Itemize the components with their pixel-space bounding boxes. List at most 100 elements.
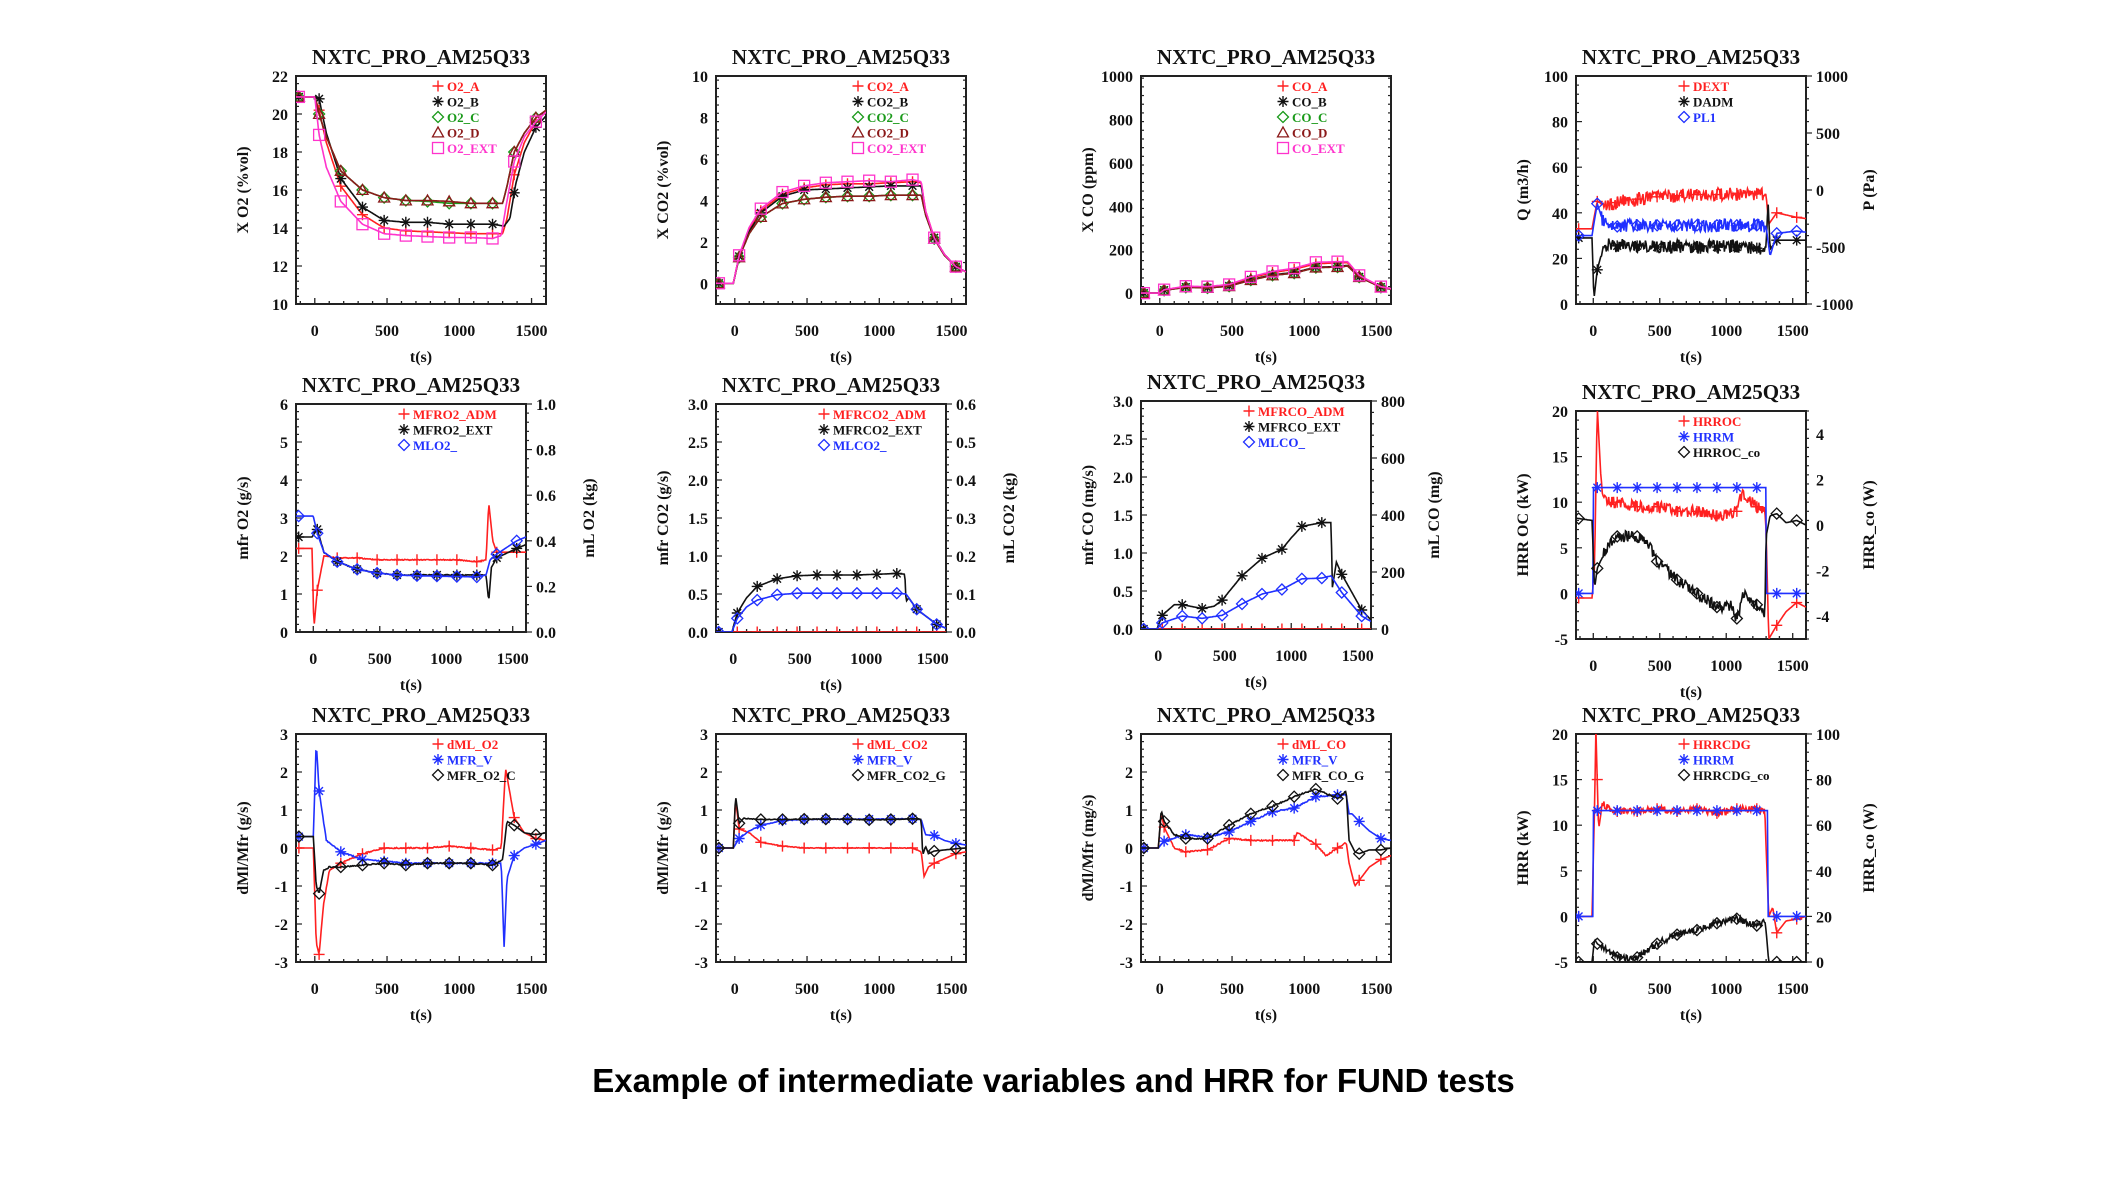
legend-item: MFRCO2_ADM bbox=[818, 407, 926, 422]
data-point-marker bbox=[470, 570, 484, 584]
legend-item: MLCO2_ bbox=[817, 438, 887, 453]
data-point-marker bbox=[510, 534, 524, 548]
plot-frame bbox=[1575, 733, 1807, 963]
legend-label: HRROC_co bbox=[1693, 445, 1760, 460]
y2-tick-label: 0 bbox=[1816, 955, 1824, 972]
y2-axis: -1000 -500 0 500 1000 P (Pa) bbox=[1806, 69, 1878, 314]
data-point-marker bbox=[334, 860, 348, 874]
legend-item: CO_B bbox=[1277, 95, 1327, 110]
data-point-marker bbox=[755, 836, 767, 848]
data-point-marker bbox=[1331, 260, 1344, 274]
y2-tick-label: 20 bbox=[1816, 909, 1832, 926]
y-tick-label: 20 bbox=[1552, 251, 1568, 268]
data-point-marker bbox=[811, 626, 823, 632]
data-point-marker bbox=[1353, 815, 1365, 827]
y-tick-label: 16 bbox=[272, 183, 288, 200]
data-point-marker bbox=[1201, 280, 1214, 293]
data-point-marker bbox=[733, 833, 745, 844]
y-axis-label: X CO2 (%vol) bbox=[655, 141, 672, 240]
y-tick-label: -1 bbox=[695, 879, 708, 896]
data-point-marker bbox=[399, 193, 413, 206]
data-point-marker bbox=[356, 858, 369, 872]
y-tick-label: 5 bbox=[1560, 541, 1568, 558]
y2-tick-label: 0 bbox=[1381, 622, 1389, 639]
legend-marker-icon bbox=[1277, 96, 1289, 107]
x-axis: 0 500 1000 1500 t(s) bbox=[719, 956, 968, 1024]
plot-frame bbox=[715, 403, 947, 633]
y2-tick-label: 0.8 bbox=[536, 443, 556, 460]
x-tick-label: 500 bbox=[375, 323, 399, 340]
data-point-marker bbox=[1731, 805, 1743, 817]
y2-tick-label: 40 bbox=[1816, 864, 1832, 881]
chart-title: NXTC_PRO_AM25Q33 bbox=[302, 373, 520, 397]
y-tick-label: 10 bbox=[1552, 495, 1568, 512]
data-point-marker bbox=[1266, 799, 1279, 813]
data-point-marker bbox=[1731, 482, 1743, 494]
x-tick-label: 1000 bbox=[1288, 323, 1320, 340]
plot-area bbox=[296, 90, 546, 245]
legend-label: HRRM bbox=[1693, 753, 1734, 768]
legend-item: CO_A bbox=[1277, 79, 1328, 94]
data-point-marker bbox=[1690, 923, 1704, 937]
y-tick-label: 18 bbox=[272, 145, 288, 162]
data-point-marker bbox=[907, 180, 919, 192]
y2-tick-label: 600 bbox=[1381, 451, 1405, 468]
data-point-marker bbox=[1245, 834, 1257, 846]
legend-label: DADM bbox=[1693, 95, 1733, 110]
data-point-marker bbox=[732, 816, 746, 830]
x-axis: 0 500 1000 1500 t(s) bbox=[1579, 298, 1809, 366]
x-axis: 0 500 1000 1500 t(s) bbox=[1144, 298, 1393, 366]
data-point-marker bbox=[1710, 218, 1724, 232]
legend-item: CO2_C bbox=[851, 110, 909, 125]
data-point-marker bbox=[1711, 805, 1723, 817]
legend-label: CO_A bbox=[1292, 79, 1328, 94]
y2-tick-label: -4 bbox=[1816, 609, 1829, 626]
data-point-marker bbox=[928, 231, 941, 244]
y2-axis-label: HRR_co (W) bbox=[1861, 480, 1878, 569]
data-point-marker bbox=[1245, 815, 1257, 827]
legend-marker-icon bbox=[1677, 110, 1691, 124]
data-point-marker bbox=[884, 813, 898, 826]
data-point-marker bbox=[1770, 955, 1784, 962]
data-point-marker bbox=[1201, 831, 1213, 843]
y-tick-label: 2 bbox=[700, 235, 708, 252]
data-point-marker bbox=[313, 948, 325, 960]
data-point-marker bbox=[776, 815, 788, 827]
data-point-marker bbox=[1791, 211, 1803, 223]
x-tick-label: 0 bbox=[1156, 981, 1164, 998]
data-point-marker bbox=[906, 188, 919, 202]
legend-marker-icon bbox=[818, 408, 830, 420]
x-tick-label: 500 bbox=[1648, 323, 1672, 340]
chart-panel-o2-mass-flow: NXTC_PRO_AM25Q33 0 500 1000 1500 t(s) 0 1 2 3 4 5 6 m… bbox=[230, 368, 620, 694]
y2-axis: -4 -2 0 2 4 HRR_co (W) bbox=[1806, 410, 1878, 640]
y-tick-label: 40 bbox=[1552, 206, 1568, 223]
data-point-marker bbox=[811, 569, 823, 581]
data-point-marker bbox=[1310, 791, 1322, 803]
data-point-marker bbox=[1141, 622, 1151, 629]
plot-area bbox=[1141, 517, 1371, 629]
data-point-marker bbox=[1236, 570, 1248, 582]
data-point-marker bbox=[1265, 268, 1280, 281]
y-axis: 0.0 0.5 1.0 1.5 2.0 2.5 3.0 mfr CO2 (g/s) bbox=[655, 397, 722, 642]
y-tick-label: 3 bbox=[280, 511, 288, 528]
series-hrroc bbox=[1576, 411, 1806, 639]
data-point-marker bbox=[842, 182, 854, 194]
legend-item: dML_O2 bbox=[432, 737, 498, 752]
data-point-marker bbox=[927, 844, 941, 858]
legend-marker-icon bbox=[398, 424, 410, 435]
data-point-marker bbox=[1691, 482, 1703, 494]
y-tick-label: 22 bbox=[272, 69, 288, 86]
legend-marker-icon bbox=[852, 96, 864, 107]
y-axis-label: X CO (ppm) bbox=[1080, 147, 1097, 232]
y2-axis: 0 200 400 600 800 mL CO (mg) bbox=[1371, 394, 1443, 639]
y-tick-label: 1.5 bbox=[1113, 508, 1133, 525]
data-point-marker bbox=[791, 570, 803, 582]
legend-label: O2_A bbox=[447, 79, 480, 94]
x-axis: 0 500 1000 1500 t(s) bbox=[1144, 623, 1374, 691]
legend-label: CO_D bbox=[1292, 126, 1327, 141]
series-line bbox=[296, 96, 546, 240]
legend-label: MFR_V bbox=[1292, 753, 1338, 768]
data-point-marker bbox=[754, 210, 768, 222]
x-tick-label: 1500 bbox=[917, 651, 949, 668]
legend-marker-icon bbox=[1678, 415, 1690, 427]
